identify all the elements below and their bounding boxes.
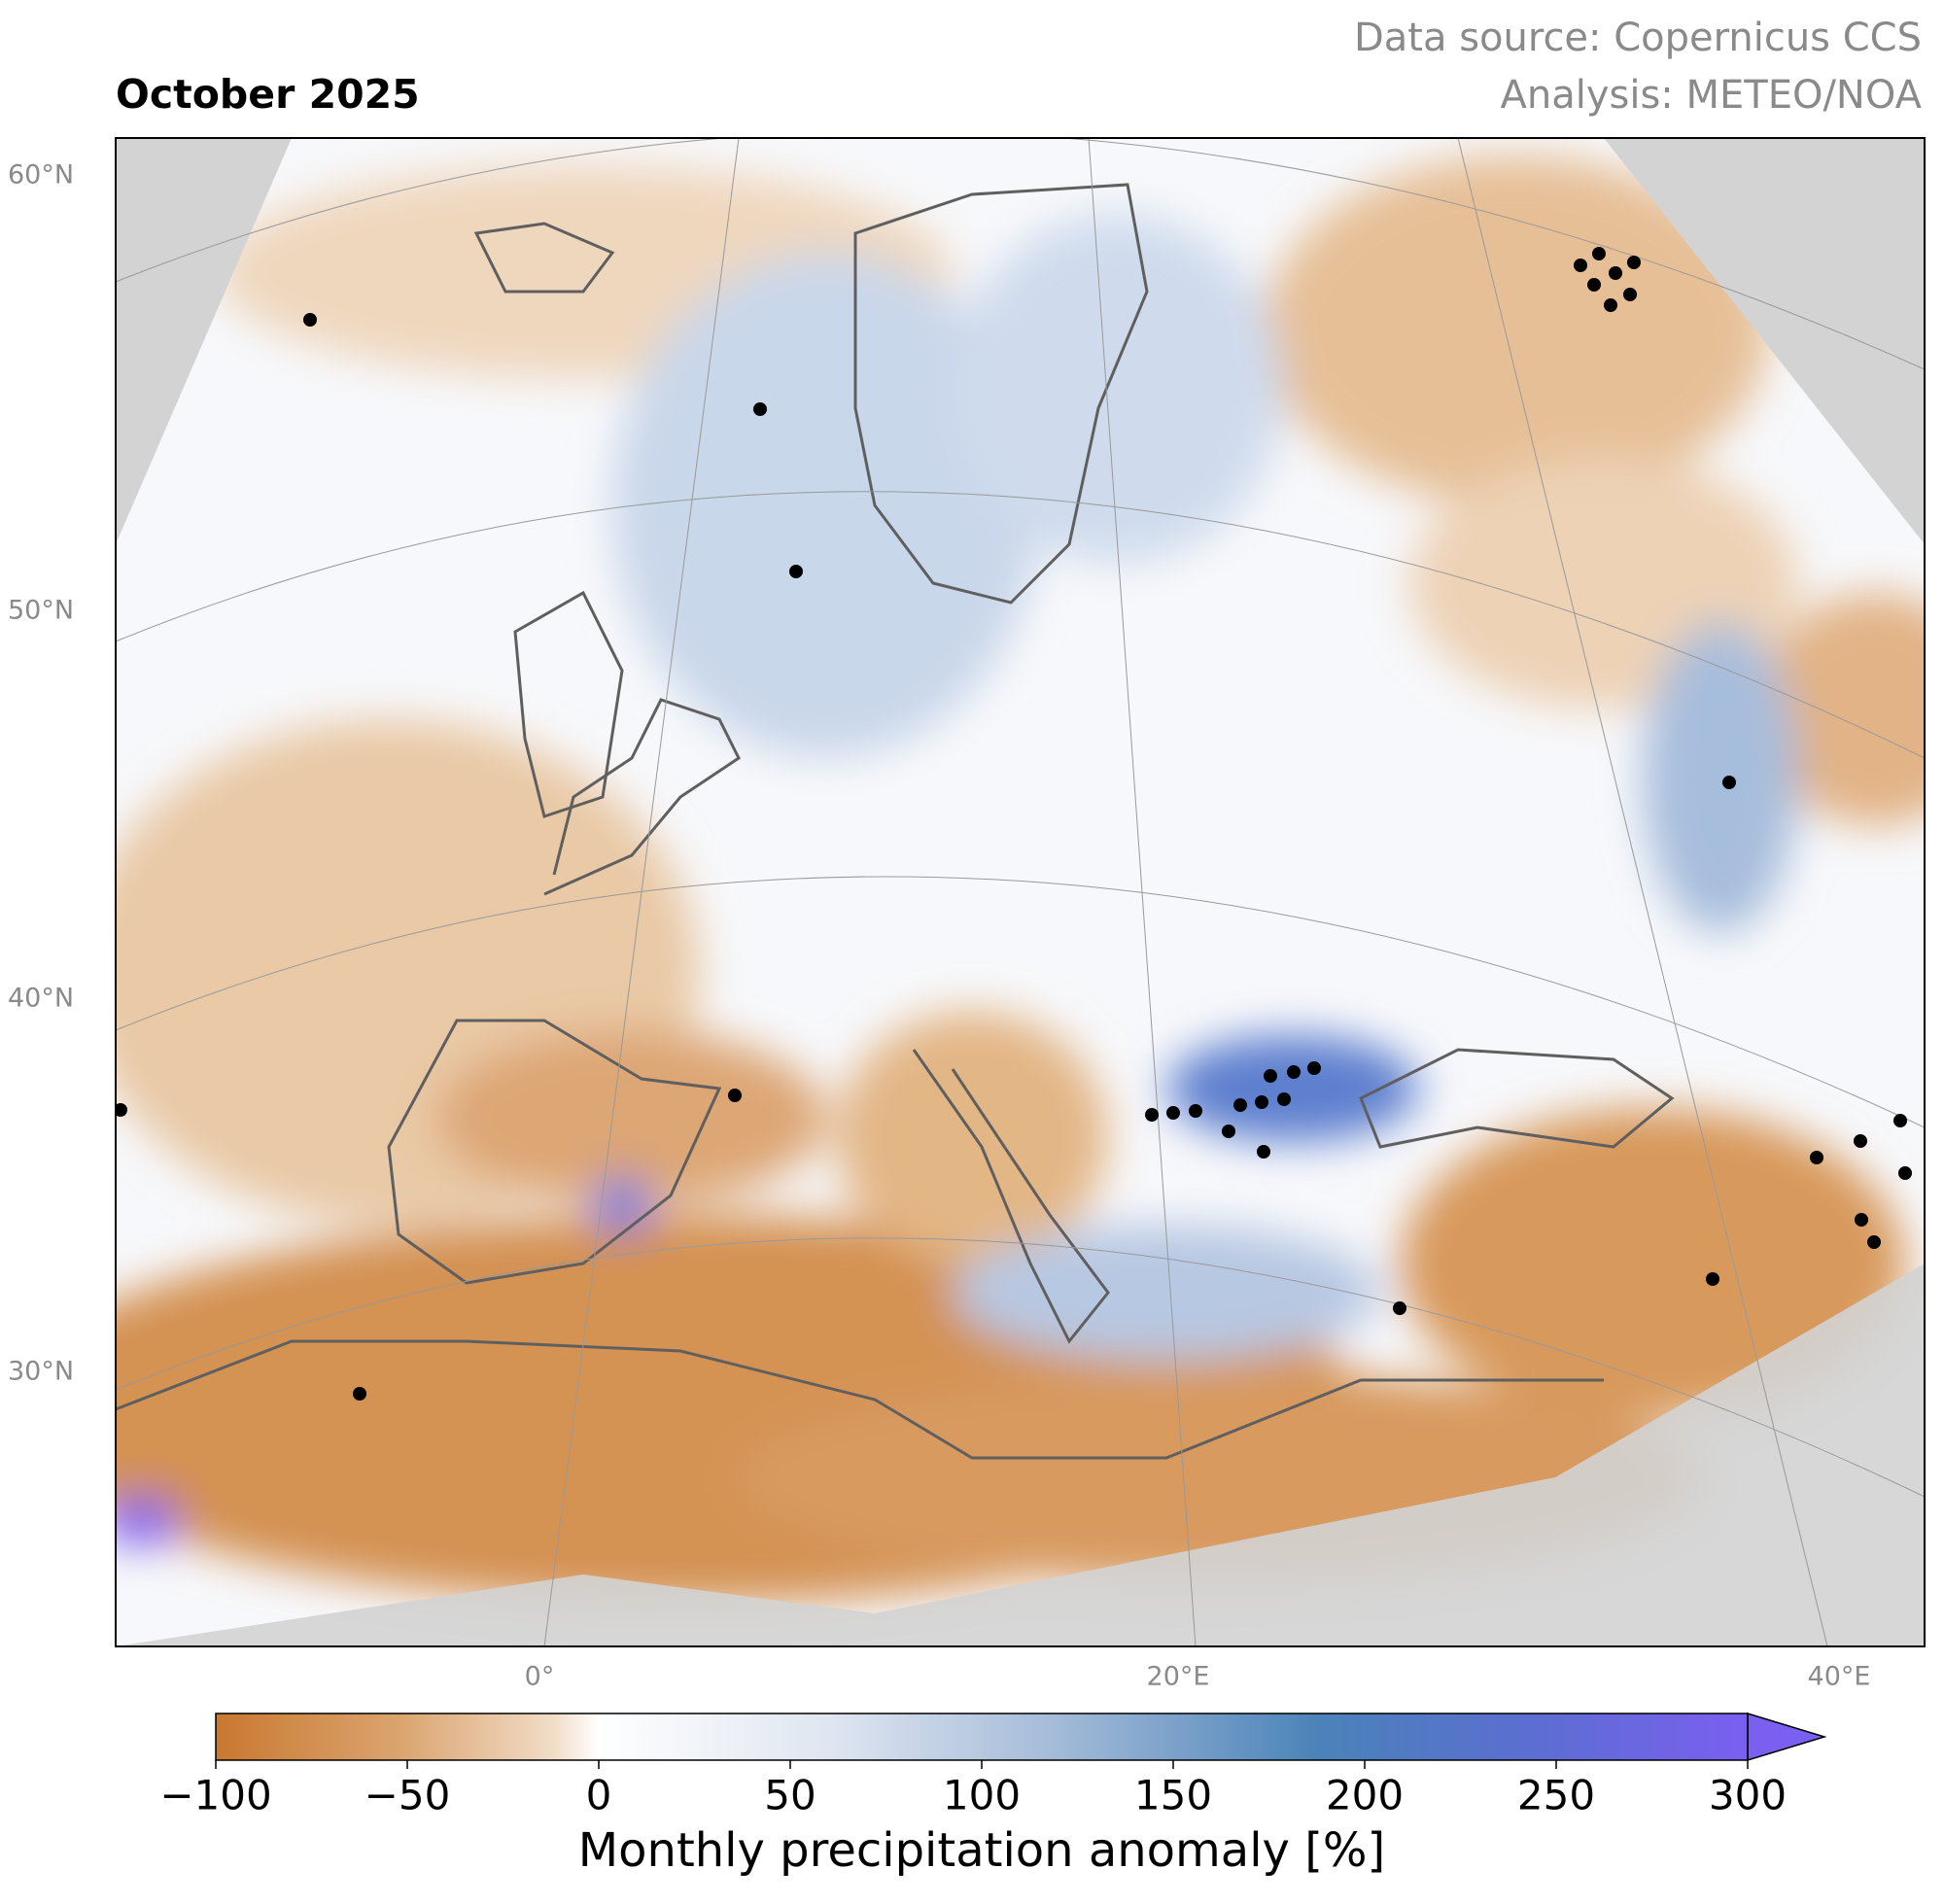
map-frame xyxy=(115,137,1926,1647)
colorbar-tick-label: 250 xyxy=(1517,1772,1595,1819)
no-data-area xyxy=(116,138,292,544)
colorbar-tick-label: 150 xyxy=(1134,1772,1212,1819)
colorbar-tick-label: 200 xyxy=(1326,1772,1404,1819)
station-markers xyxy=(116,247,1912,1401)
lon-label: 0° xyxy=(525,1662,555,1692)
colorbar: Monthly precipitation anomaly [%] −100 −5… xyxy=(159,1712,1827,1878)
lat-label: 40°N xyxy=(8,984,74,1014)
no-data-area xyxy=(116,1264,1925,1646)
anomaly-field xyxy=(116,156,1925,1604)
colorbar-ramp xyxy=(216,1714,1748,1760)
no-data-area xyxy=(1604,138,1925,544)
map-title: October 2025 xyxy=(116,71,420,118)
colorbar-tick-label: 50 xyxy=(764,1772,816,1819)
lon-label: 20°E xyxy=(1147,1662,1210,1692)
colorbar-tick-label: −100 xyxy=(159,1772,271,1819)
colorbar-label: Monthly precipitation anomaly [%] xyxy=(578,1823,1386,1878)
lat-label: 60°N xyxy=(8,160,74,190)
colorbar-tick-label: 300 xyxy=(1709,1772,1787,1819)
lat-label: 50°N xyxy=(8,596,74,626)
colorbar-tick-label: −50 xyxy=(364,1772,451,1819)
coastlines xyxy=(116,183,1675,1460)
colorbar-tick-label: 100 xyxy=(943,1772,1021,1819)
analysis-credit: Analysis: METEO/NOA xyxy=(1500,73,1922,118)
data-source: Data source: Copernicus CCS xyxy=(1354,16,1922,60)
lon-label: 40°E xyxy=(1808,1662,1871,1692)
lat-label: 30°N xyxy=(8,1357,74,1387)
map-area xyxy=(116,138,1925,1646)
colorbar-extend xyxy=(1747,1712,1827,1762)
colorbar-tick-label: 0 xyxy=(586,1772,612,1819)
